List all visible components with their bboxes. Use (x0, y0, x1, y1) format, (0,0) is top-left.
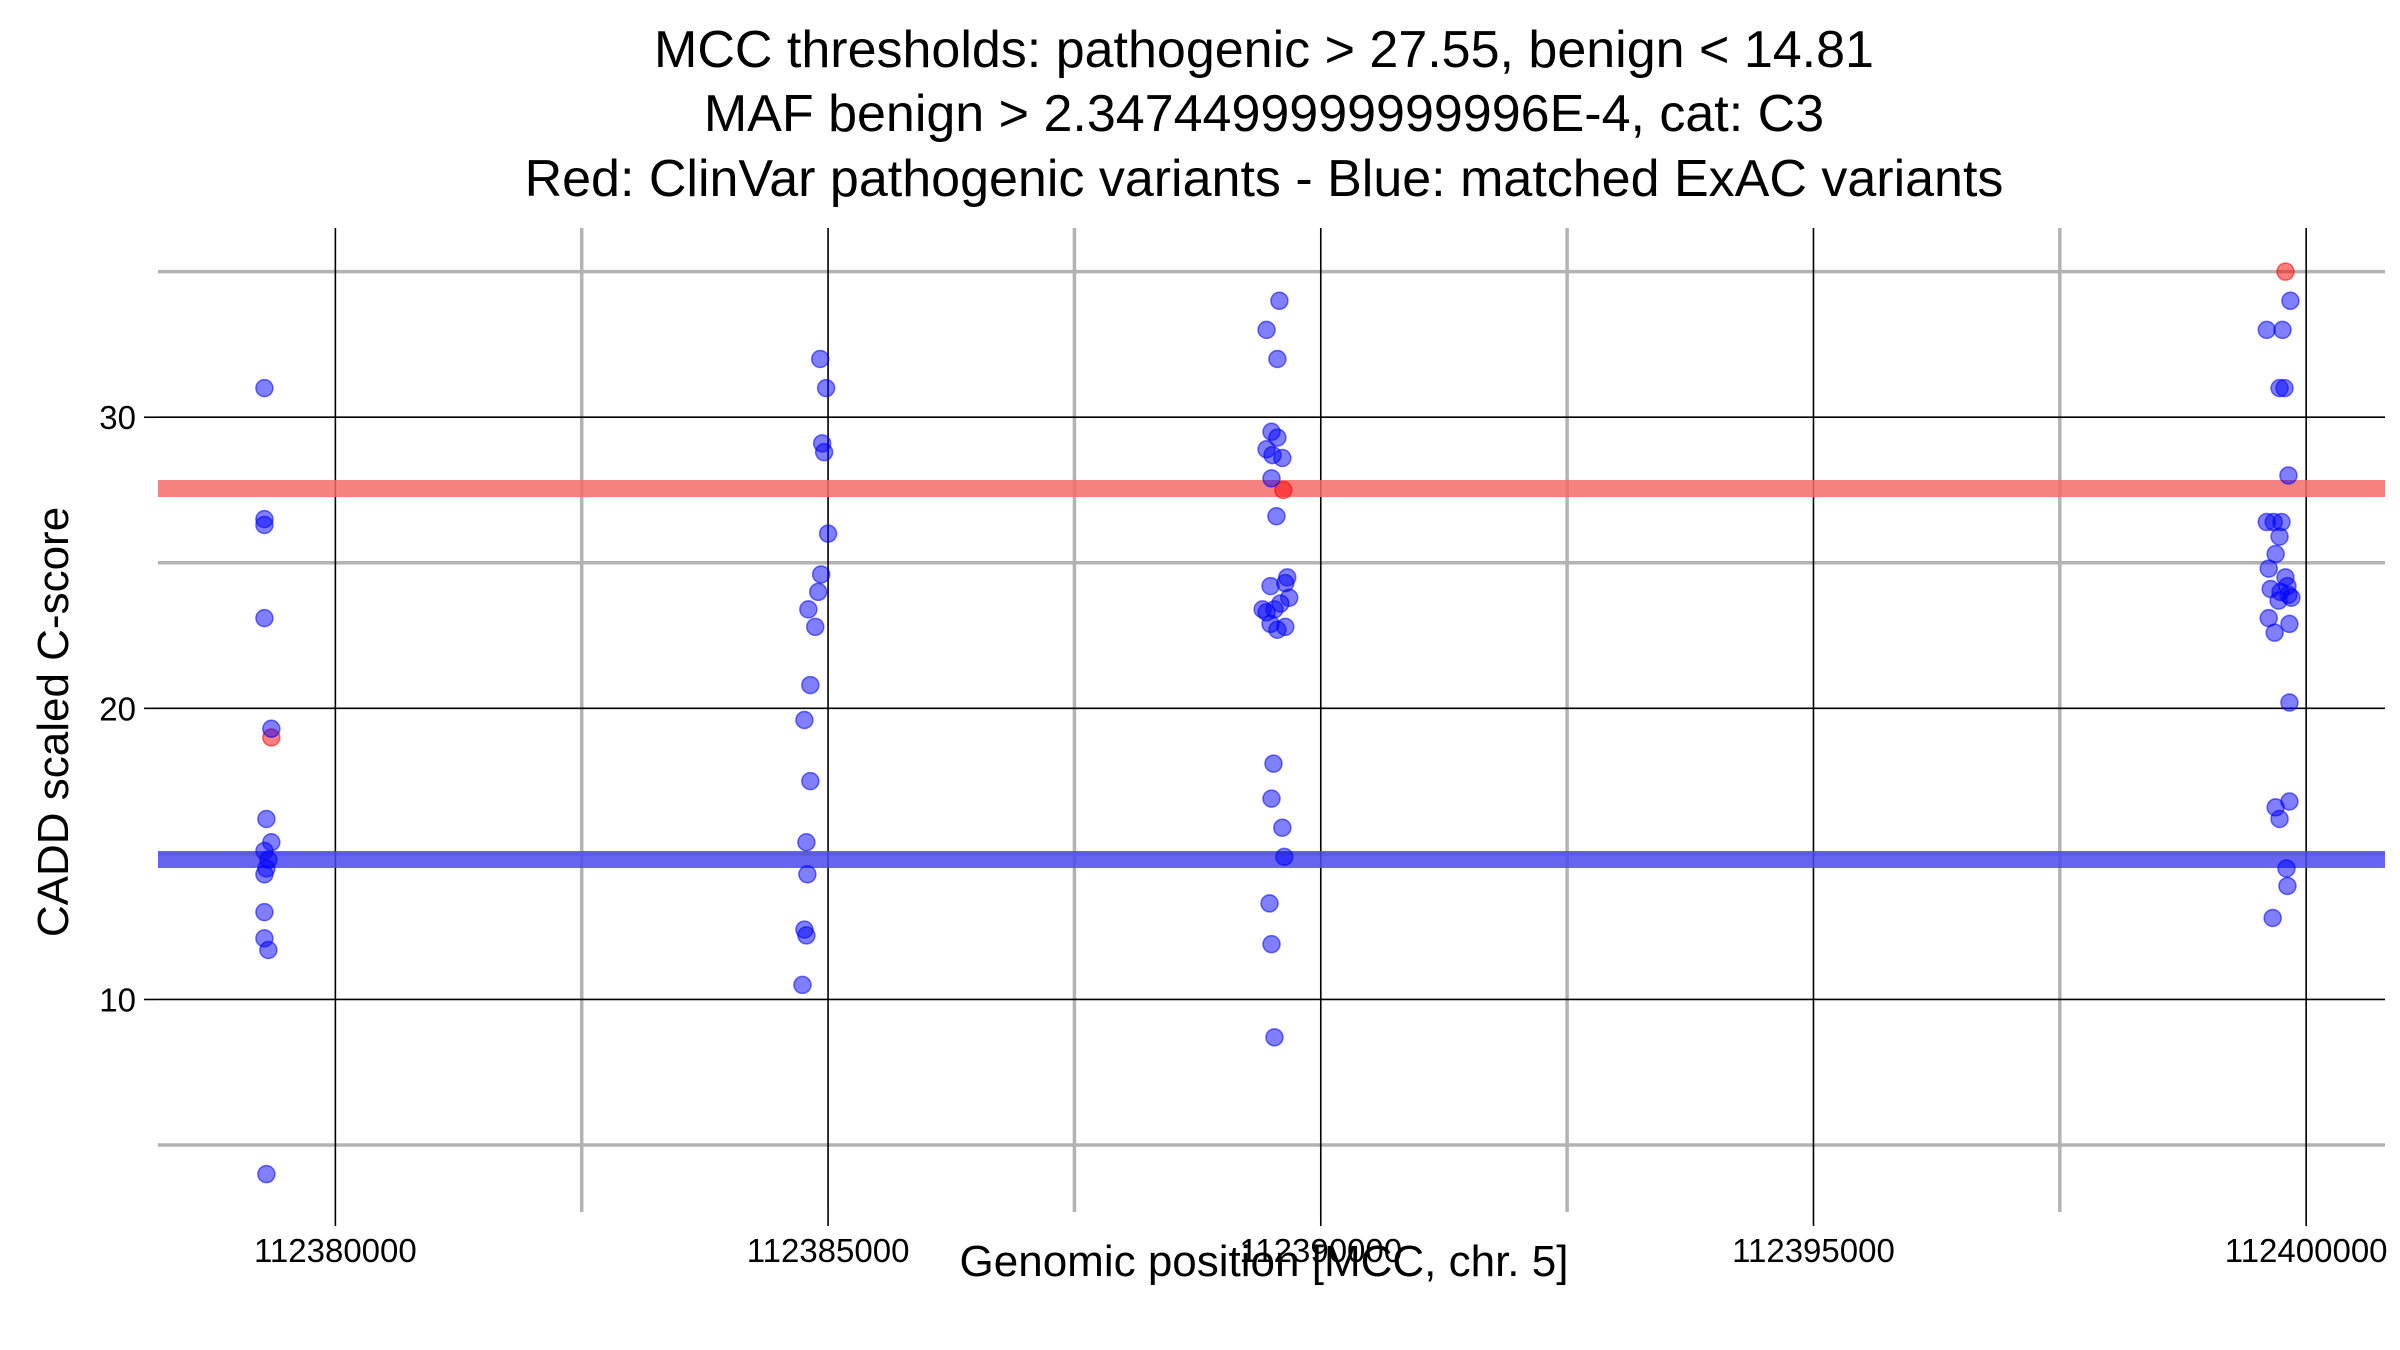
data-point (2278, 876, 2297, 896)
y-tick-label: 30 (99, 399, 136, 436)
data-point (801, 771, 820, 791)
data-point (1270, 291, 1289, 311)
data-point (798, 865, 817, 884)
data-point (1273, 818, 1292, 837)
data-point (2273, 320, 2292, 340)
data-point (810, 349, 830, 369)
data-point (1260, 894, 1279, 913)
x-tick-label: 112395000 (1732, 1232, 1895, 1269)
data-point (1274, 480, 1293, 500)
y-tick-label: 10 (99, 981, 136, 1018)
x-axis-label: Genomic position [MCC, chr. 5] (960, 1237, 1569, 1286)
x-tick-label: 112380000 (254, 1232, 417, 1269)
data-point (2280, 614, 2299, 634)
data-point (793, 975, 812, 995)
data-point (818, 524, 838, 543)
data-point (1268, 428, 1287, 447)
data-point (2269, 591, 2288, 610)
title-line-2: MAF benign > 2.3474499999999996E-4, cat:… (704, 85, 1824, 143)
data-point (797, 833, 816, 852)
title-line-3: Red: ClinVar pathogenic variants - Blue:… (525, 150, 2004, 208)
data-point (1257, 320, 1276, 340)
chart-title: MCC thresholds: pathogenic > 27.55, beni… (525, 21, 2004, 208)
data-point (797, 926, 816, 945)
y-axis-label: CADD scaled C-score (29, 507, 78, 937)
data-point (262, 719, 281, 738)
data-point (1262, 469, 1281, 488)
data-point (1275, 847, 1294, 867)
data-point (795, 710, 814, 730)
data-points (255, 262, 2301, 1184)
x-tick-label: 112400000 (2225, 1232, 2388, 1269)
data-point (2259, 559, 2278, 578)
data-point (1267, 506, 1286, 526)
data-point (1268, 620, 1287, 640)
data-point (1262, 934, 1281, 954)
x-tick-label: 112390000 (1239, 1232, 1402, 1269)
data-point (255, 865, 274, 884)
data-point (1264, 754, 1283, 773)
data-point (1265, 1028, 1284, 1047)
data-point (2270, 809, 2289, 829)
threshold-lines (158, 480, 2385, 868)
x-tick-label: 112385000 (747, 1232, 910, 1269)
data-point (255, 378, 274, 398)
data-point (1273, 448, 1292, 468)
data-point (2277, 859, 2296, 878)
data-point (806, 617, 825, 637)
data-point (2257, 320, 2277, 340)
data-point (255, 902, 274, 922)
data-point (1262, 789, 1281, 808)
data-point (255, 515, 274, 535)
data-point (2280, 693, 2299, 712)
major-grid (158, 228, 2385, 1212)
data-point (2276, 262, 2295, 281)
x-axis-ticks: 112380000 112385000 112390000 112395000 1124… (254, 1212, 2388, 1269)
data-point (816, 378, 836, 398)
data-point (801, 675, 820, 695)
y-axis-ticks: 10 20 30 (99, 399, 158, 1018)
y-tick-label: 20 (99, 690, 136, 727)
data-point (259, 940, 278, 960)
data-point (1261, 576, 1280, 596)
minor-grid (158, 228, 2385, 1212)
data-point (1268, 349, 1287, 369)
data-point (811, 565, 831, 584)
data-point (2281, 291, 2300, 311)
data-point (2263, 908, 2282, 928)
data-point (814, 442, 834, 462)
data-point (808, 582, 828, 602)
data-point (2270, 527, 2289, 546)
title-line-1: MCC thresholds: pathogenic > 27.55, beni… (654, 21, 1874, 79)
data-point (799, 600, 818, 619)
data-point (257, 1164, 276, 1184)
data-point (2275, 378, 2294, 398)
data-point (255, 608, 274, 628)
data-point (257, 809, 276, 829)
data-point (2279, 466, 2298, 485)
data-point (2265, 623, 2284, 642)
